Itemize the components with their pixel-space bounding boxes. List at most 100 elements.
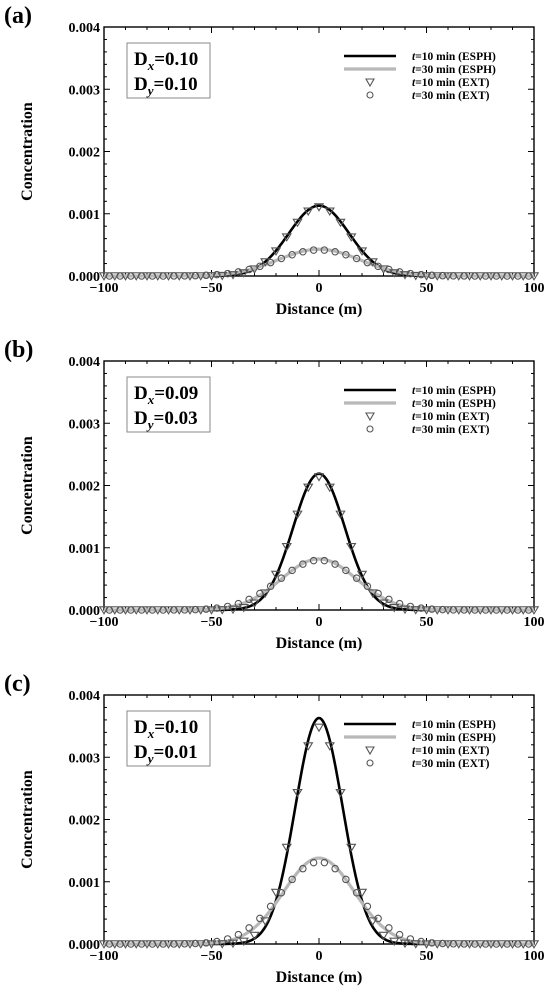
- x-tick-label: 100: [524, 949, 545, 964]
- data-point-circle: [471, 940, 479, 948]
- data-point-circle: [438, 605, 447, 614]
- data-point-circle: [406, 602, 415, 611]
- y-tick-label: 0.002: [69, 146, 101, 161]
- data-point-circle: [503, 272, 511, 280]
- dx-value: =0.10: [154, 717, 198, 738]
- dx-label: Dx=0.10: [134, 49, 198, 73]
- data-point-circle: [223, 935, 232, 943]
- data-point-triangle: [367, 917, 378, 926]
- legend-label-italic: t: [412, 732, 416, 744]
- x-tick-label: 100: [524, 281, 545, 296]
- x-tick-label: 50: [420, 949, 434, 964]
- y-axis-title: Concentration: [19, 436, 36, 535]
- y-tick-label: 0.000: [69, 938, 101, 953]
- data-point-circle: [137, 272, 146, 280]
- data-point-circle: [395, 599, 404, 608]
- data-point-circle: [428, 271, 436, 280]
- legend-circle-swatch: [366, 759, 374, 767]
- data-point-circle: [148, 940, 157, 948]
- data-point-circle: [428, 939, 436, 947]
- data-point-triangle: [292, 218, 303, 228]
- data-point-triangle: [410, 606, 421, 615]
- data-point-circle: [417, 270, 425, 279]
- data-point-circle: [309, 246, 318, 254]
- y-tick-label: 0.001: [69, 208, 101, 223]
- dx-value: =0.09: [154, 383, 198, 404]
- series-line: [104, 204, 534, 278]
- data-point-triangle: [324, 742, 335, 751]
- data-point-triangle: [227, 939, 239, 949]
- data-point-circle: [213, 604, 221, 612]
- legend-label-italic: t: [412, 719, 416, 731]
- data-point-circle: [374, 262, 382, 271]
- data-point-circle: [524, 606, 533, 614]
- data-point-triangle: [217, 940, 228, 949]
- legend: t=10 min (ESPH)t=30 min (ESPH)t=10 min (…: [344, 719, 496, 770]
- data-point-triangle: [378, 599, 389, 609]
- data-point-triangle: [303, 742, 314, 751]
- data-point-circle: [277, 254, 286, 263]
- legend-label: t=30 min (ESPH): [412, 732, 496, 744]
- y-tick-label: 0.001: [69, 542, 101, 557]
- legend-label-italic: t: [412, 51, 416, 63]
- data-point-circle: [428, 605, 436, 613]
- data-point-circle: [417, 937, 425, 946]
- legend-label: t=30 min (EXT): [412, 90, 490, 102]
- dx-value: =0.10: [154, 49, 198, 70]
- legend-label: t=30 min (EXT): [412, 424, 490, 436]
- data-point-circle: [288, 250, 296, 259]
- data-point-circle: [180, 940, 189, 948]
- data-point-triangle: [324, 207, 335, 217]
- legend-label-italic: t: [412, 77, 416, 89]
- x-tick-label: −50: [201, 615, 223, 630]
- data-point-circle: [234, 930, 243, 939]
- data-point-triangle: [389, 603, 400, 613]
- data-point-circle: [116, 606, 124, 614]
- dx-base: D: [134, 717, 148, 738]
- y-tick-label: 0.000: [69, 270, 101, 285]
- data-point-triangle: [335, 789, 346, 798]
- data-point-circle: [352, 574, 361, 582]
- data-point-circle: [299, 560, 307, 568]
- legend-label: t=10 min (ESPH): [412, 51, 496, 63]
- data-point-circle: [105, 940, 114, 948]
- y-tick-label: 0.004: [69, 21, 101, 36]
- data-point-circle: [363, 582, 372, 590]
- series-3: [98, 473, 540, 615]
- data-point-triangle: [260, 917, 271, 926]
- data-point-circle: [105, 272, 114, 280]
- data-point-triangle: [346, 843, 357, 853]
- legend-label-italic: t: [412, 398, 416, 410]
- data-point-circle: [180, 272, 189, 280]
- y-tick-label: 0.004: [69, 355, 101, 370]
- data-point-circle: [234, 268, 243, 276]
- legend-label-rest: =30 min (EXT): [415, 424, 489, 436]
- legend-label-italic: t: [412, 64, 416, 76]
- data-point-circle: [471, 272, 479, 280]
- data-point-circle: [105, 606, 114, 614]
- y-axis-title: Concentration: [19, 770, 36, 869]
- data-point-triangle: [227, 605, 239, 615]
- data-point-circle: [159, 606, 167, 614]
- series-4: [105, 556, 533, 614]
- series-2: [104, 557, 534, 612]
- data-point-circle: [159, 940, 167, 948]
- series-3: [98, 203, 540, 281]
- x-axis-title: Distance (m): [276, 969, 363, 986]
- data-point-triangle: [281, 843, 292, 853]
- data-point-circle: [492, 606, 501, 614]
- data-point-triangle: [399, 939, 411, 949]
- data-point-circle: [309, 858, 318, 867]
- dy-value: =0.01: [154, 742, 198, 763]
- data-point-triangle: [303, 483, 314, 493]
- panel-letter: (b): [4, 337, 33, 363]
- data-point-circle: [137, 940, 146, 948]
- data-point-circle: [406, 935, 415, 943]
- data-point-triangle: [292, 510, 303, 520]
- data-point-circle: [395, 268, 404, 276]
- data-point-triangle: [356, 247, 368, 256]
- data-point-circle: [331, 864, 339, 873]
- data-point-triangle: [270, 570, 282, 580]
- data-point-triangle: [249, 931, 260, 941]
